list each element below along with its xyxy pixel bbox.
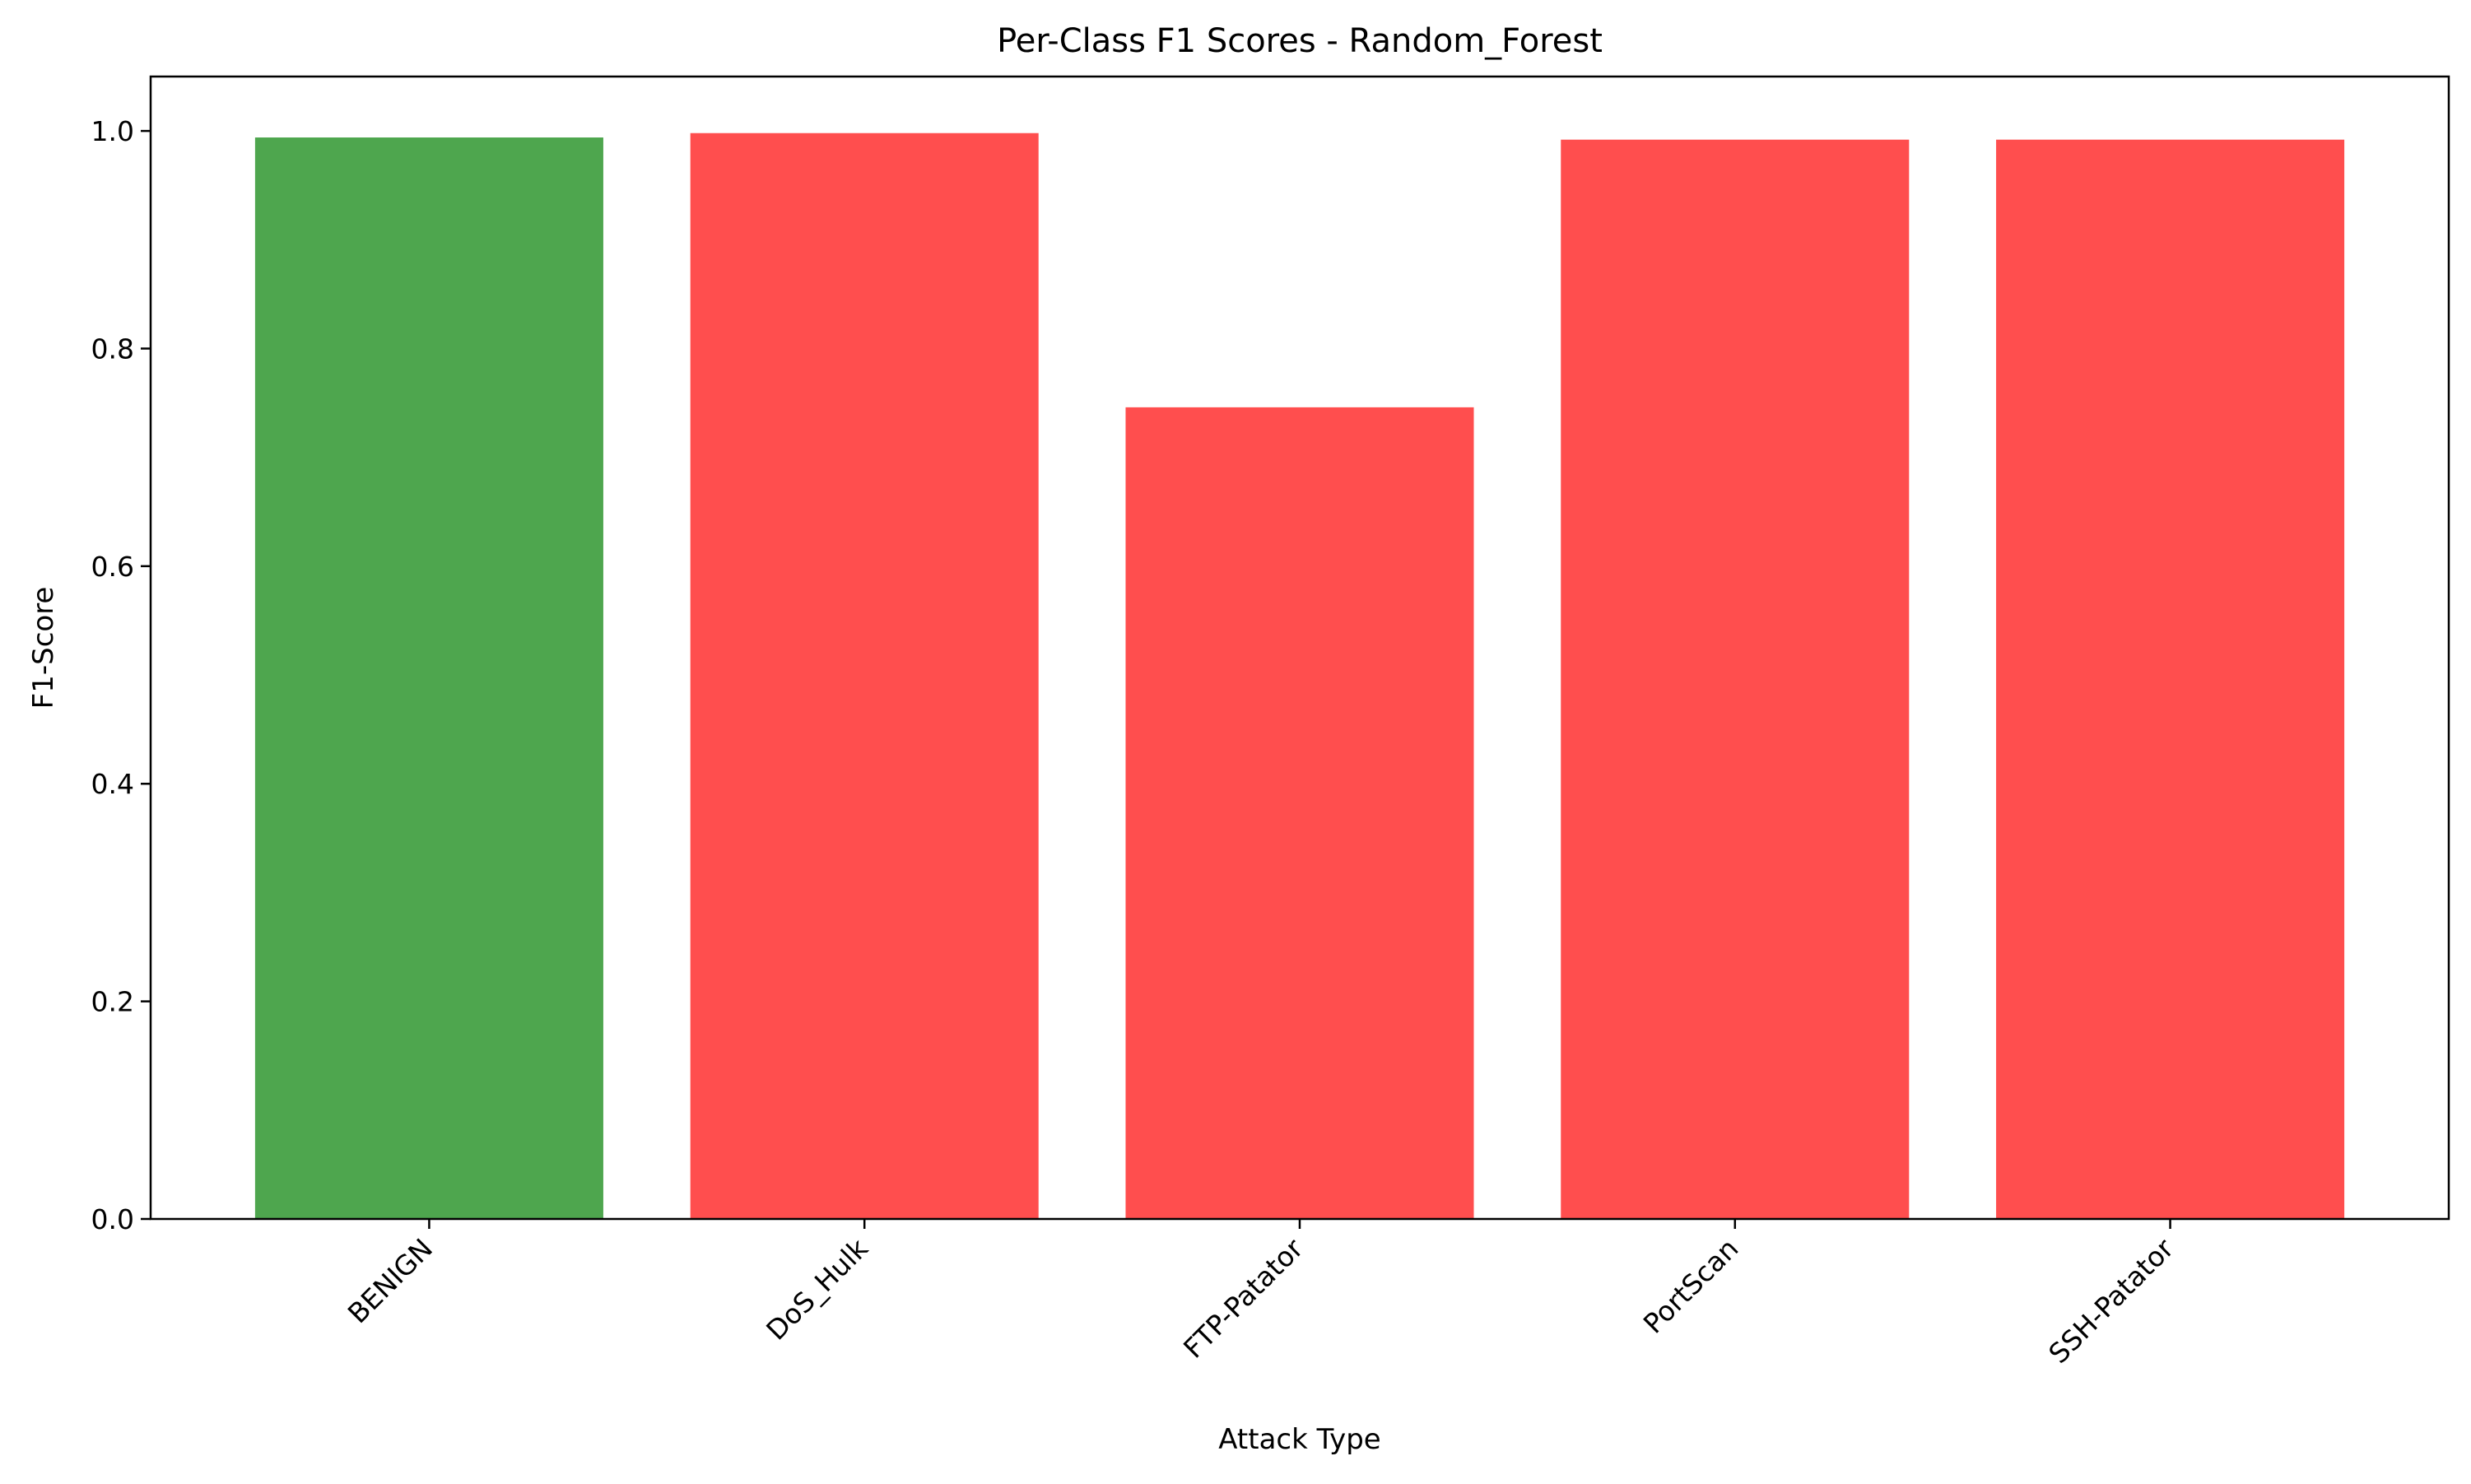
bar-dos-hulk <box>690 133 1039 1220</box>
bar-ftp-patator <box>1125 407 1474 1220</box>
y-tick-label: 0.0 <box>91 1203 134 1235</box>
y-tick-label: 0.6 <box>91 551 134 583</box>
x-axis-label: Attack Type <box>1218 1423 1380 1456</box>
bars-layer <box>254 133 2345 1220</box>
y-axis-label: F1-Score <box>27 587 60 709</box>
y-tick-label: 1.0 <box>91 115 134 147</box>
chart-title: Per-Class F1 Scores - Random_Forest <box>997 22 1603 60</box>
y-tick-label: 0.2 <box>91 986 134 1018</box>
bar-benign <box>254 137 603 1220</box>
bar-portscan <box>1561 139 1910 1220</box>
y-tick-label: 0.4 <box>91 768 134 800</box>
bar-ssh-patator <box>1996 139 2345 1220</box>
y-tick-label: 0.8 <box>91 333 134 365</box>
